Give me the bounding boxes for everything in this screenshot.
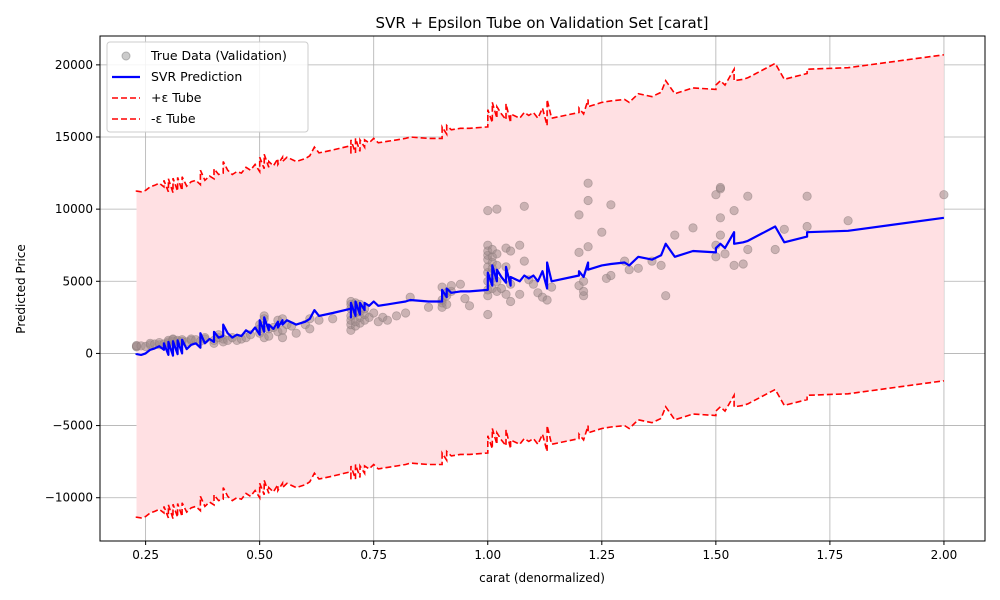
true-data-point (743, 244, 753, 255)
true-data-point (802, 221, 812, 232)
true-data-point (442, 299, 452, 309)
true-data-point (743, 191, 753, 201)
y-axis-ticks: −10000 −5000 0 5000 10000 15000 20000 (45, 58, 100, 505)
true-data-point (483, 309, 493, 320)
true-data-point (715, 213, 726, 223)
chart-title: SVR + Epsilon Tube on Validation Set [ca… (376, 14, 709, 32)
true-data-point (460, 293, 470, 304)
true-data-point (738, 259, 748, 269)
true-data-point (729, 260, 739, 270)
true-data-point (391, 311, 402, 321)
true-data-point (519, 201, 529, 211)
true-data-point (688, 223, 698, 233)
true-data-point (606, 200, 616, 210)
true-data-point (446, 280, 456, 291)
true-data-point (624, 265, 634, 275)
true-data-point (483, 206, 493, 216)
true-data-point (542, 295, 552, 305)
true-data-point (501, 289, 511, 299)
x-axis-label: carat (denormalized) (479, 571, 605, 585)
minus-epsilon-tube-line (135, 380, 945, 519)
y-tick-label: 5000 (62, 274, 93, 288)
x-tick-label: 0.75 (360, 548, 387, 562)
x-tick-label: 0.25 (132, 548, 159, 562)
epsilon-tube-fill (136, 54, 944, 519)
true-data-point (939, 190, 949, 200)
true-data-point (305, 324, 315, 334)
true-data-point (802, 191, 812, 201)
true-data-point (519, 256, 529, 266)
true-data-point (779, 224, 789, 234)
y-tick-label: −5000 (52, 419, 93, 433)
y-tick-label: 10000 (55, 202, 93, 216)
y-tick-label: −10000 (45, 491, 93, 505)
true-data-point (606, 270, 616, 281)
true-data-point (583, 242, 593, 252)
true-data-point (528, 279, 539, 289)
x-tick-label: 1.00 (474, 548, 501, 562)
legend-label-svr-prediction: SVR Prediction (151, 69, 242, 84)
legend-label-true-data: True Data (Validation) (150, 48, 287, 63)
true-data-point (464, 301, 475, 311)
true-data-point (455, 279, 465, 289)
legend: True Data (Validation) SVR Prediction +ε… (106, 41, 309, 133)
true-data-point (505, 246, 516, 256)
epsilon-tube-area (136, 54, 944, 519)
true-data-point (720, 249, 730, 259)
true-data-point (656, 260, 666, 270)
y-axis-label: Predicted Price (14, 244, 28, 333)
true-data-point (505, 296, 516, 307)
true-data-point (382, 315, 392, 325)
legend-label-minus-tube: -ε Tube (151, 111, 196, 126)
true-data-point (369, 308, 379, 318)
x-tick-label: 1.25 (588, 548, 615, 562)
true-data-point (314, 315, 324, 325)
true-data-point (546, 282, 557, 292)
true-data-point (492, 204, 502, 214)
true-data-point (400, 308, 411, 318)
true-data-point (715, 182, 726, 193)
true-data-point (661, 291, 671, 301)
true-data-point (670, 230, 680, 240)
svr-prediction-path (135, 216, 945, 357)
y-tick-label: 15000 (55, 130, 93, 144)
true-data-point (578, 276, 589, 286)
true-data-point (633, 263, 643, 273)
true-data-point (578, 286, 589, 296)
true-data-point (597, 227, 607, 237)
true-data-point (711, 252, 721, 262)
svr-prediction-line (135, 216, 945, 357)
plot-frame (99, 35, 986, 542)
true-data-point (328, 314, 338, 324)
x-tick-label: 1.75 (817, 548, 844, 562)
x-tick-label: 2.00 (931, 548, 958, 562)
true-data-point (574, 247, 584, 257)
x-tick-label: 1.50 (702, 548, 729, 562)
true-data-point (492, 249, 502, 259)
x-tick-label: 0.50 (246, 548, 273, 562)
true-data-point (515, 289, 525, 299)
true-data-point (291, 328, 301, 338)
y-tick-label: 20000 (55, 58, 93, 72)
legend-label-plus-tube: +ε Tube (151, 90, 202, 105)
true-data-point (583, 195, 593, 206)
x-axis-ticks: 0.25 0.50 0.75 1.00 1.25 1.50 1.75 2.00 (132, 541, 957, 562)
plus-epsilon-tube-line (135, 54, 945, 193)
legend-box (106, 41, 309, 133)
true-data-point (770, 244, 780, 255)
true-data-point (574, 210, 584, 220)
y-tick-label: 0 (85, 346, 93, 360)
true-data-point (729, 206, 739, 216)
true-data-point (583, 178, 593, 188)
legend-marker-true-data (121, 51, 131, 61)
true-data-point (423, 302, 434, 312)
true-data-point (515, 240, 525, 250)
true-data-point (715, 230, 726, 240)
true-data-point (843, 216, 853, 226)
epsilon-tube-lines (135, 54, 945, 519)
